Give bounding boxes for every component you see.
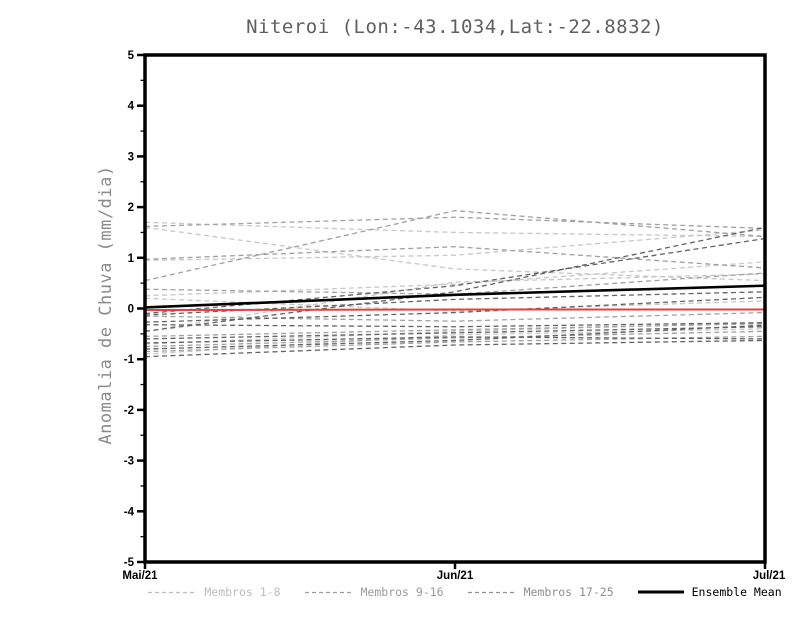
member-line	[144, 226, 766, 332]
reference-line	[144, 308, 765, 312]
svg-text:Jun/21: Jun/21	[437, 570, 474, 582]
x-axis-ticks: Mai/21 Jun/21 Jul/21	[122, 562, 786, 582]
member-line	[144, 221, 766, 238]
member-line	[144, 328, 766, 355]
member-line	[144, 273, 766, 332]
legend-item-membros-9-16: Membros 9-16	[304, 585, 444, 599]
legend-item-ensemble-mean: Ensemble Mean	[637, 585, 782, 599]
svg-text:-5: -5	[124, 557, 135, 569]
svg-text:2: 2	[128, 202, 134, 214]
solid-line-sample-icon	[637, 590, 684, 594]
member-line	[144, 209, 766, 282]
y-axis-ticks: 5 4 3 2 1 0 -1 -2 -3 -4 -5	[124, 50, 145, 569]
legend-label: Membros 1-8	[204, 585, 281, 599]
member-line	[144, 336, 766, 344]
svg-text:-1: -1	[124, 354, 135, 366]
member-line	[144, 245, 766, 269]
svg-text:Mai/21: Mai/21	[122, 570, 158, 582]
svg-text:-4: -4	[124, 506, 135, 518]
member-line	[144, 216, 766, 230]
legend-label: Membros 17-25	[523, 585, 614, 599]
member-line	[144, 326, 766, 340]
chart-legend: Membros 1-8 Membros 9-16 Membros 17-25 E…	[130, 585, 800, 599]
member-line	[144, 324, 766, 350]
dashed-line-sample-icon	[148, 591, 197, 593]
dashed-line-sample-icon	[467, 591, 516, 593]
member-lines	[144, 209, 766, 358]
dashed-line-sample-icon	[304, 591, 353, 593]
plot-border	[143, 53, 767, 564]
ensemble-mean-line	[144, 284, 766, 309]
member-line	[144, 339, 766, 358]
member-line	[144, 322, 766, 328]
member-line	[144, 229, 766, 261]
svg-text:0: 0	[128, 304, 134, 316]
svg-text:4: 4	[128, 101, 135, 113]
svg-text:Jul/21: Jul/21	[753, 570, 786, 582]
member-line	[144, 296, 766, 323]
legend-item-membros-1-8: Membros 1-8	[148, 585, 281, 599]
svg-text:1: 1	[128, 253, 135, 265]
legend-label: Membros 9-16	[360, 585, 444, 599]
svg-text:3: 3	[128, 151, 134, 163]
member-line	[144, 335, 766, 353]
member-line	[144, 330, 766, 348]
svg-text:5: 5	[128, 50, 135, 62]
svg-text:-2: -2	[124, 405, 134, 417]
member-line	[144, 261, 766, 297]
legend-label: Ensemble Mean	[691, 585, 782, 599]
chart-title: Niteroi (Lon:-43.1034,Lat:-22.8832)	[246, 16, 664, 38]
svg-text:-3: -3	[124, 456, 134, 468]
legend-item-membros-17-25: Membros 17-25	[467, 585, 614, 599]
member-line	[144, 322, 766, 345]
member-line	[144, 323, 766, 338]
